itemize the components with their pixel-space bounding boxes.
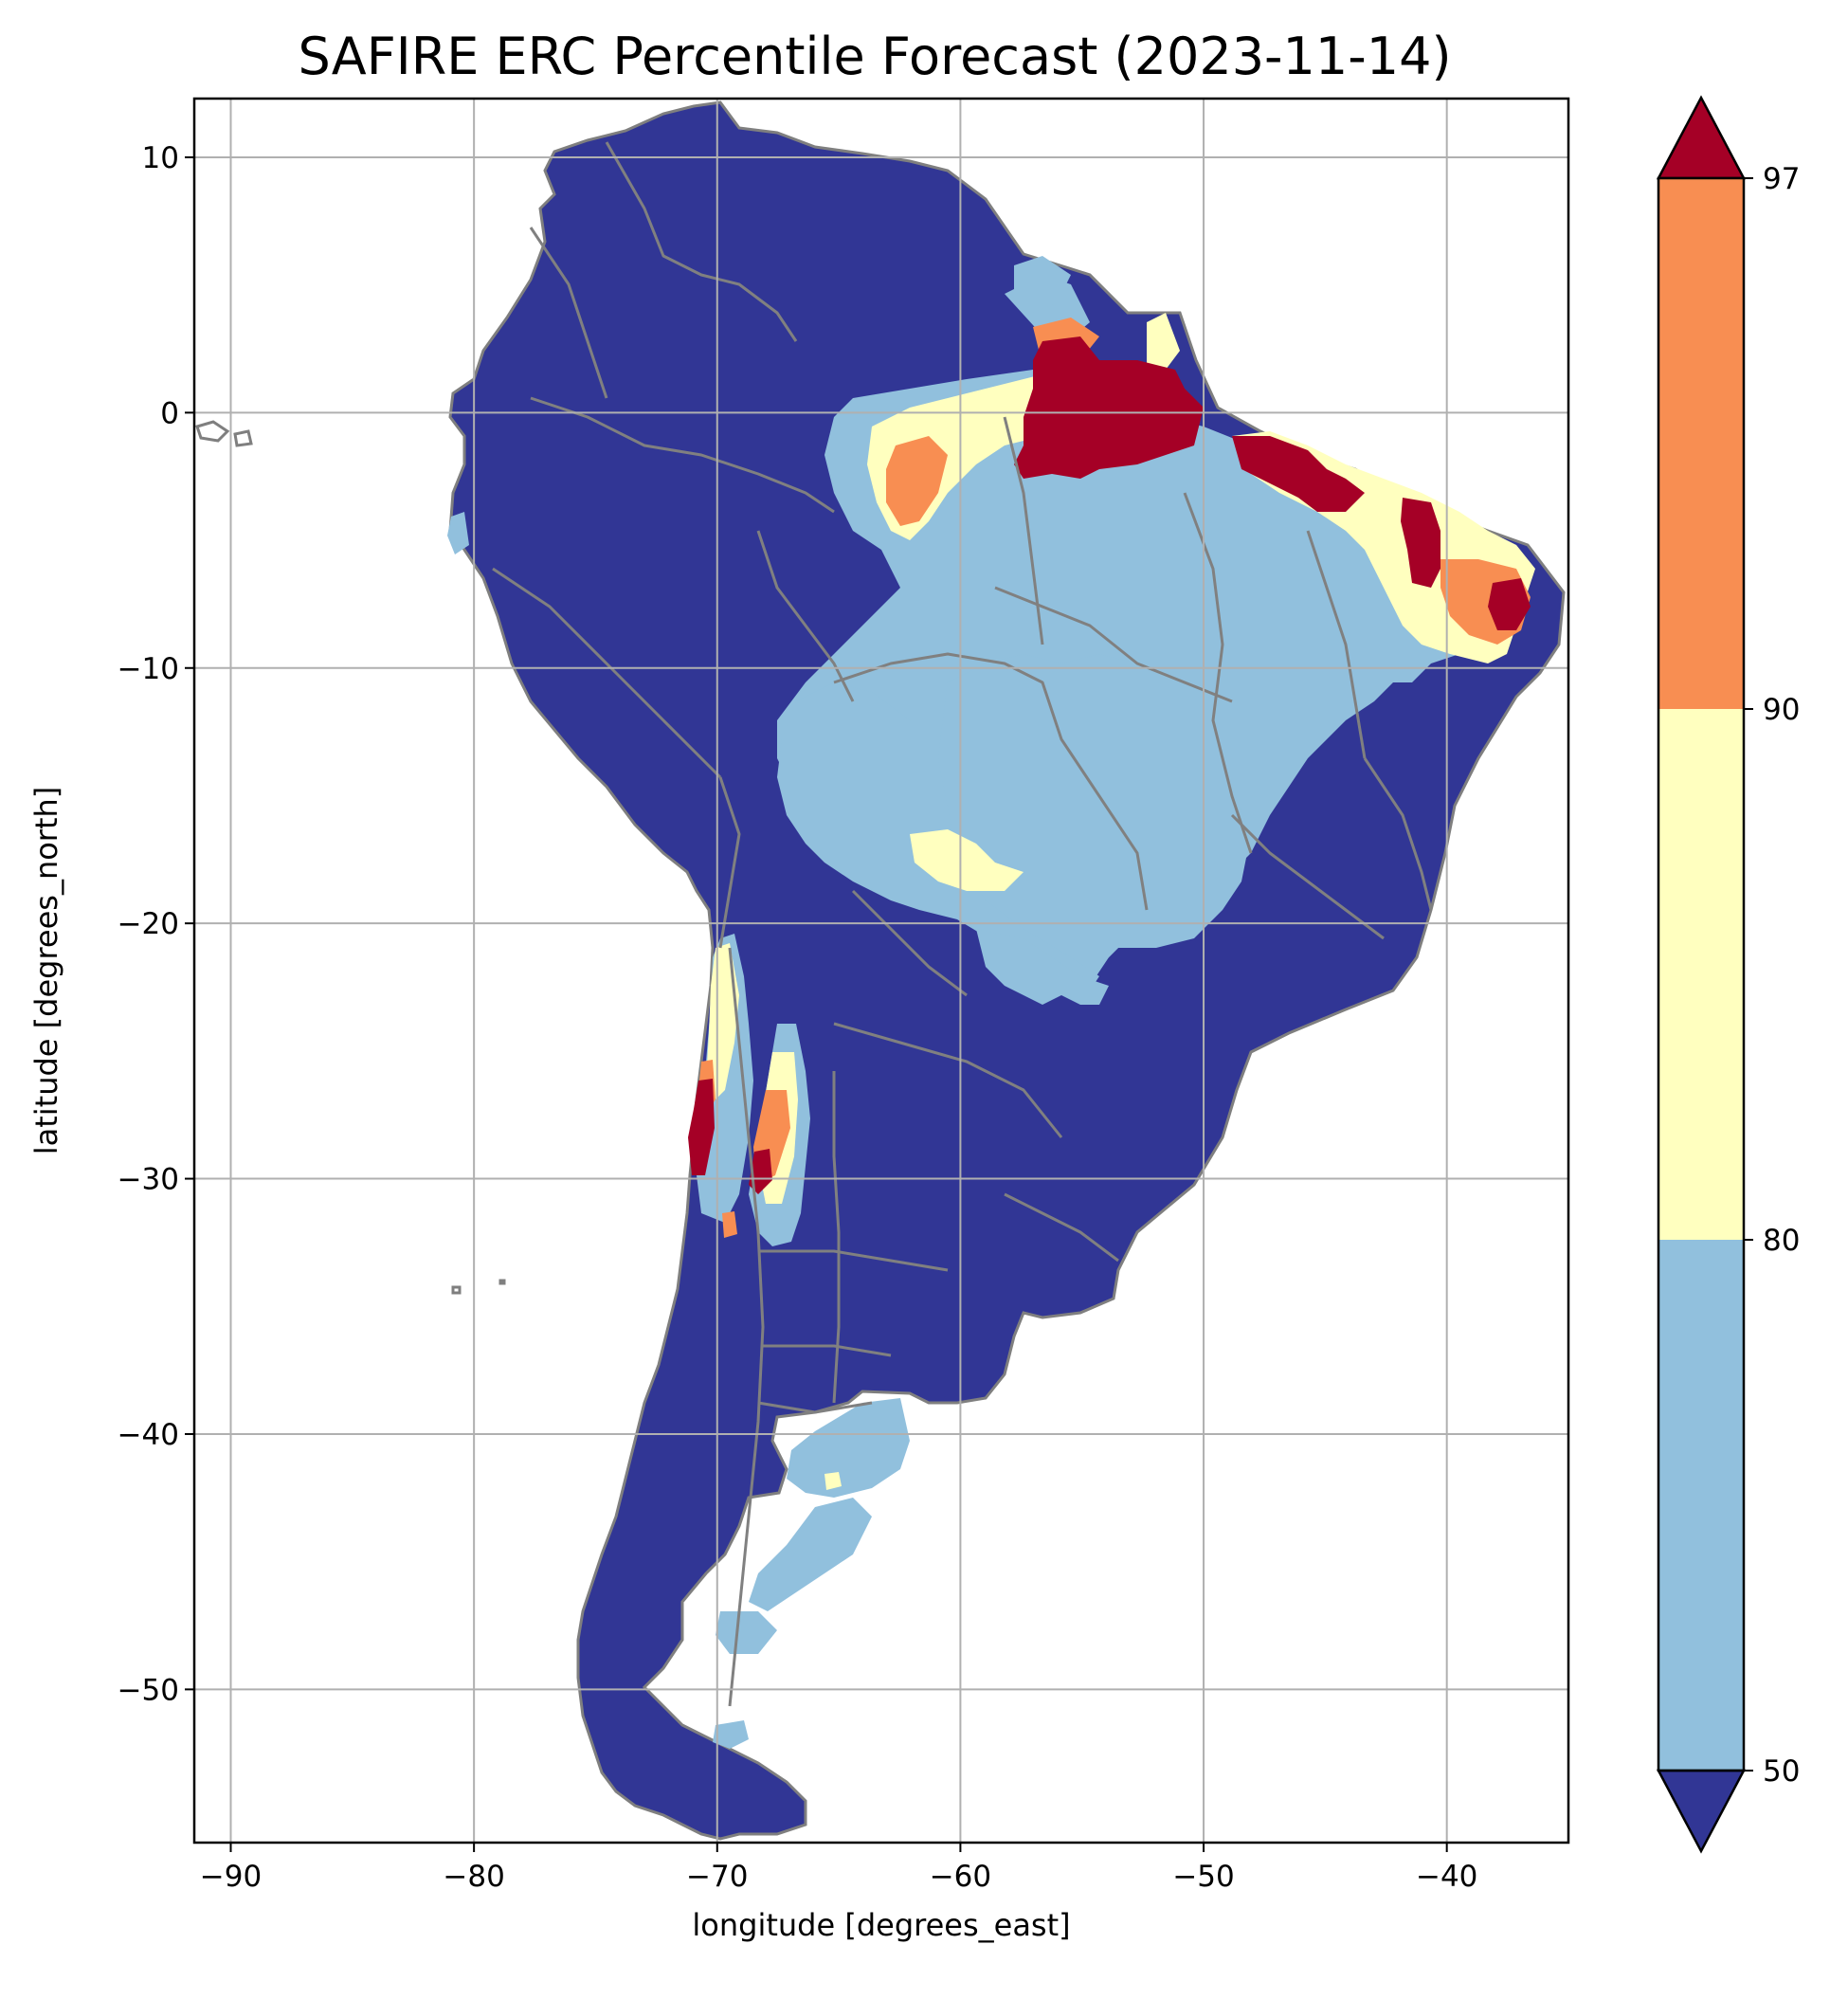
- zone-patagonia-north-50-80: [787, 1398, 910, 1498]
- colorbar-segment-50-80: [1658, 1240, 1744, 1771]
- galapagos-small-island: [233, 429, 253, 447]
- border-peru-internal: [492, 567, 722, 779]
- border-argentina-chile: [728, 947, 765, 1707]
- x-tick-label: −70: [686, 1860, 748, 1894]
- zone-amazon-90-97: [886, 436, 948, 526]
- colorbar-tick-label: 97: [1763, 162, 1800, 196]
- border-peru-bolivia: [718, 776, 741, 949]
- galapagos-islands: [195, 420, 230, 443]
- colorbar-frame: [1657, 176, 1746, 1772]
- colorbar-tick-label: 90: [1763, 693, 1800, 727]
- zone-interior-brazil-50-80: [919, 654, 1251, 995]
- border-argentina-provinces-1: [758, 1249, 949, 1272]
- border-brazil-states-2: [1183, 492, 1253, 854]
- colorbar-extend-min: [1656, 1769, 1747, 1854]
- islands: [195, 420, 506, 1295]
- zone-ecuador-coast-50-80: [447, 512, 469, 554]
- border-bolivia-paraguay: [851, 889, 968, 997]
- border-brazil-states-3: [1306, 530, 1367, 759]
- zone-para-coast-above-97: [1232, 436, 1365, 512]
- colorbar-tick-label: 50: [1763, 1754, 1800, 1789]
- y-tick-label: −40: [118, 1418, 179, 1452]
- y-tick-label: 10: [142, 141, 179, 175]
- zone-andes-north-80-90: [706, 943, 739, 1099]
- x-tick-label: −40: [1416, 1860, 1477, 1894]
- border-brazil-states-5: [1230, 813, 1385, 940]
- zone-patagonia-80-90: [824, 1472, 842, 1490]
- colorbar-tick-label: 80: [1763, 1224, 1800, 1258]
- y-axis-label: latitude [degrees_north]: [28, 787, 64, 1155]
- border-peru-brazil: [756, 530, 855, 702]
- x-tick-label: −80: [443, 1860, 504, 1894]
- zone-guiana-above-97: [1014, 336, 1204, 479]
- border-venezuela-colombia: [605, 141, 798, 342]
- zones-above-97: [688, 336, 1531, 1194]
- zone-maranhao-above-97: [1401, 498, 1440, 588]
- border-uruguay: [1004, 1192, 1119, 1263]
- colorbar-extend-max: [1656, 95, 1747, 180]
- border-argentina-provinces-4: [832, 1071, 841, 1404]
- border-brazil-states-4: [1003, 416, 1044, 645]
- border-brazil-states-1: [994, 586, 1233, 703]
- juan-fernandez-island: [451, 1285, 462, 1295]
- zone-patagonia-center-50-80: [749, 1498, 872, 1611]
- zone-pantanal-80-90: [910, 829, 1024, 891]
- border-colombia-peru: [530, 396, 835, 514]
- border-argentina-provinces-3: [757, 1401, 873, 1414]
- zone-amapa-80-90: [1147, 313, 1180, 370]
- zone-andes-far-south-90-97: [722, 1211, 737, 1238]
- x-tick-label: −90: [200, 1860, 262, 1894]
- zone-tierra-del-fuego-50-80: [713, 1720, 749, 1749]
- zone-ceara-above-97: [1488, 578, 1531, 630]
- zone-patagonia-south-50-80: [716, 1611, 777, 1654]
- map-title: SAFIRE ERC Percentile Forecast (2023-11-…: [298, 27, 1451, 86]
- border-brazil-east: [1363, 757, 1433, 911]
- colorbar-segment-80-90: [1658, 709, 1744, 1240]
- san-felix-island: [498, 1279, 506, 1285]
- colorbar: 50 80 90 97: [1656, 95, 1800, 1854]
- y-tick-label: 0: [160, 396, 179, 430]
- colorbar-segment-90-97: [1658, 178, 1744, 709]
- y-tick-label: −30: [118, 1163, 179, 1197]
- zone-north-brazil-50-80: [1014, 256, 1071, 313]
- axis-ticks: −90 −80 −70 −60 −50 −40 10 0 −10 −20 −30 −40 −50: [118, 141, 1478, 1894]
- map-frame: [192, 97, 1570, 1845]
- y-tick-label: −10: [118, 652, 179, 686]
- border-brazil-bolivia: [833, 652, 1149, 911]
- border-colombia-internal: [529, 227, 608, 399]
- y-tick-label: −20: [118, 907, 179, 941]
- border-argentina-provinces-2: [763, 1344, 892, 1357]
- zone-andes-north-above-97: [688, 1079, 715, 1175]
- admin-borders: [492, 141, 1433, 1707]
- x-tick-label: −50: [1172, 1860, 1234, 1894]
- x-tick-label: −60: [930, 1860, 991, 1894]
- border-argentina-paraguay: [833, 1022, 1063, 1138]
- colorbar-ticks: 50 80 90 97: [1744, 162, 1800, 1789]
- y-tick-label: −50: [118, 1673, 179, 1707]
- map-area: [194, 99, 1568, 1843]
- x-axis-label: longitude [degrees_east]: [692, 1907, 1070, 1943]
- gridlines: [194, 99, 1568, 1843]
- zone-chaco-50-80: [976, 929, 1109, 1005]
